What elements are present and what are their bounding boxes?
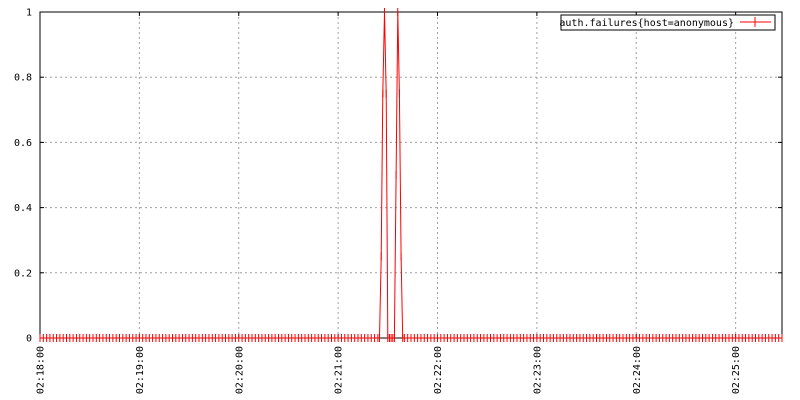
y-tick-label: 0.4 <box>14 203 32 214</box>
series-layer <box>39 8 783 342</box>
x-tick-label: 02:23:00 <box>532 346 543 394</box>
x-tick-label: 02:19:00 <box>135 346 146 394</box>
x-tick-label: 02:24:00 <box>632 346 643 394</box>
legend-box <box>560 14 776 31</box>
plot-frame <box>39 11 783 339</box>
y-tick-label: 0.8 <box>14 73 32 84</box>
x-tick-label: 02:22:00 <box>433 346 444 394</box>
series-line <box>40 11 782 339</box>
x-tick-label: 02:25:00 <box>731 346 742 394</box>
grid-layer <box>39 12 782 338</box>
y-tick-label: 0.2 <box>14 268 32 279</box>
y-tick-label: 1 <box>26 8 32 19</box>
y-tick-label: 0 <box>26 334 32 345</box>
x-tick-label: 02:18:00 <box>36 346 47 394</box>
y-tick-label: 0.6 <box>14 138 32 149</box>
legend: auth.failures{host=anonymous} <box>559 14 776 31</box>
legend-label: auth.failures{host=anonymous} <box>559 18 734 29</box>
x-tick-label: 02:20:00 <box>234 346 245 394</box>
x-tick-label: 02:21:00 <box>334 346 345 394</box>
